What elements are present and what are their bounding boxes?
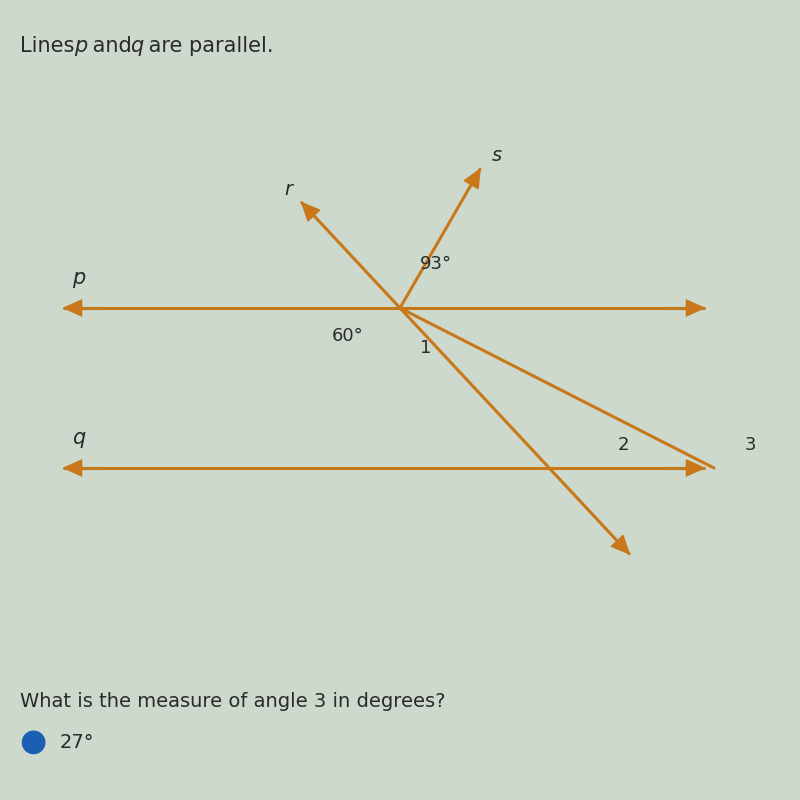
Text: r: r: [284, 180, 292, 198]
Polygon shape: [686, 300, 704, 316]
Polygon shape: [302, 202, 320, 221]
Text: p: p: [72, 268, 86, 288]
Text: 2: 2: [618, 435, 630, 454]
Text: s: s: [492, 146, 502, 166]
Text: 60°: 60°: [332, 327, 364, 345]
Polygon shape: [464, 170, 480, 189]
Text: q: q: [72, 428, 86, 448]
Polygon shape: [64, 460, 82, 476]
Text: 1: 1: [420, 339, 431, 357]
Text: are parallel.: are parallel.: [142, 36, 274, 56]
Text: Lines: Lines: [20, 36, 81, 56]
Text: 3: 3: [744, 435, 756, 454]
Polygon shape: [64, 300, 82, 316]
Text: What is the measure of angle 3 in degrees?: What is the measure of angle 3 in degree…: [20, 692, 446, 711]
Circle shape: [22, 731, 45, 754]
Text: p: p: [74, 36, 88, 56]
Text: q: q: [130, 36, 144, 56]
Text: 93°: 93°: [420, 255, 452, 273]
Polygon shape: [686, 460, 704, 476]
Polygon shape: [611, 535, 629, 554]
Text: 27°: 27°: [60, 733, 94, 752]
Text: and: and: [86, 36, 138, 56]
Circle shape: [27, 736, 40, 749]
